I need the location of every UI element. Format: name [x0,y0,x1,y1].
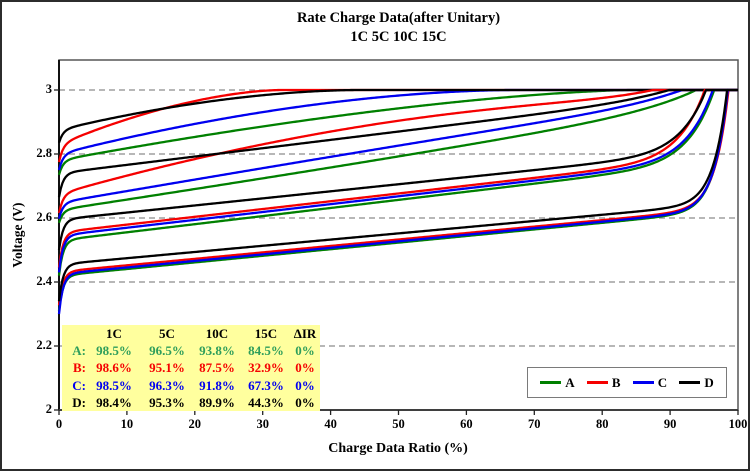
table-value-C-10C: 91.8% [199,377,235,393]
table-value-A-1C: 98.5% [96,343,132,359]
curve-A-15C [57,88,738,176]
cc-ratio-table: 1C 5C 10C 15C ΔIR A: 98.5% 96.5% 93.8% 84.5% 0% B: 9… [62,325,320,411]
table-row-label-C: C: [72,377,86,393]
table-value-D-10C: 89.9% [199,394,235,410]
x-tick-label-80: 80 [595,417,609,431]
table-value-B-ΔIR: 0% [295,360,315,376]
chart-title: Rate Charge Data(after Unitary) 1C 5C 10… [59,9,738,47]
curve-C-5C [57,88,738,273]
curve-D-15C [57,88,738,144]
x-tick-label-10: 10 [120,417,134,431]
table-header-5C: 5C [159,326,175,341]
legend: A B C D [527,367,727,398]
table-value-B-15C: 32.9% [248,360,284,376]
table-value-D-15C: 44.3% [248,394,284,410]
x-tick-label-70: 70 [528,417,541,431]
table-value-B-1C: 98.6% [96,360,132,376]
x-tick-label-50: 50 [392,417,405,431]
table-value-A-ΔIR: 0% [295,343,315,359]
x-tick-label-30: 30 [256,417,269,431]
table-value-C-ΔIR: 0% [295,377,315,393]
table-header-1C: 1C [106,326,122,341]
curve-B-1C [57,88,738,306]
table-row-label-B: B: [73,360,86,376]
chart-title-line1: Rate Charge Data(after Unitary) [296,10,501,26]
y-axis-title: Voltage (V) [10,202,25,268]
x-tick-label-20: 20 [188,417,202,431]
table-value-D-ΔIR: 0% [295,394,315,410]
table-value-A-15C: 84.5% [248,343,284,359]
curve-A-10C [57,88,738,224]
legend-item-A: A [540,374,575,391]
x-tick-label-90: 90 [663,417,677,431]
x-tick-label-40: 40 [324,417,337,431]
table-row-label-D: D: [72,394,86,410]
table-header-15C: 15C [254,326,278,341]
curve-C-15C [57,88,738,171]
x-tick-label-100: 100 [728,417,748,431]
curve-A-5C [57,88,738,276]
legend-label-C: C [657,374,668,390]
table-value-B-10C: 87.5% [199,360,235,376]
table-value-B-5C: 95.1% [149,360,185,376]
legend-label-A: A [565,374,575,390]
table-value-C-15C: 67.3% [248,377,284,393]
y-tick-label-2.6: 2.6 [36,210,52,224]
table-header-10C: 10C [205,326,229,341]
legend-label-B: B [611,374,621,390]
curve-B-15C [57,88,738,163]
curve-B-5C [57,88,738,268]
table-value-C-5C: 96.3% [149,377,185,393]
curve-D-5C [57,88,738,251]
table-header-ΔIR: ΔIR [293,326,317,341]
y-tick-label-2.2: 2.2 [36,338,52,352]
legend-line-icon-C [632,381,654,384]
legend-line-icon-A [540,381,562,384]
y-tick-label-2.4: 2.4 [36,274,52,288]
x-tick-label-60: 60 [460,417,473,431]
legend-line-icon-D [679,381,701,384]
chart-title-line2: 1C 5C 10C 15C [350,29,447,46]
curve-D-1C [57,88,738,302]
curve-C-1C [57,88,738,315]
y-tick-label-2: 2 [45,402,52,416]
table-value-D-5C: 95.3% [149,394,185,410]
legend-line-icon-B [586,381,608,384]
table-value-A-10C: 93.8% [199,343,235,359]
legend-label-D: D [704,374,714,390]
table-value-C-1C: 98.5% [96,377,132,393]
x-tick-label-0: 0 [55,417,63,431]
table-value-D-1C: 98.4% [96,394,132,410]
curve-B-10C [57,88,738,214]
table-corner-cell [62,325,86,342]
legend-item-B: B [586,374,621,391]
y-tick-label-2.8: 2.8 [36,146,52,160]
x-axis-title: Charge Data Ratio (%) [328,441,468,456]
legend-item-C: C [632,374,668,391]
legend-item-D: D [679,374,714,391]
table-row-label-A: A: [72,343,86,359]
y-tick-label-3: 3 [45,82,52,96]
curve-C-10C [57,88,738,219]
curve-D-10C [57,88,738,198]
table-value-A-5C: 96.5% [149,343,185,359]
